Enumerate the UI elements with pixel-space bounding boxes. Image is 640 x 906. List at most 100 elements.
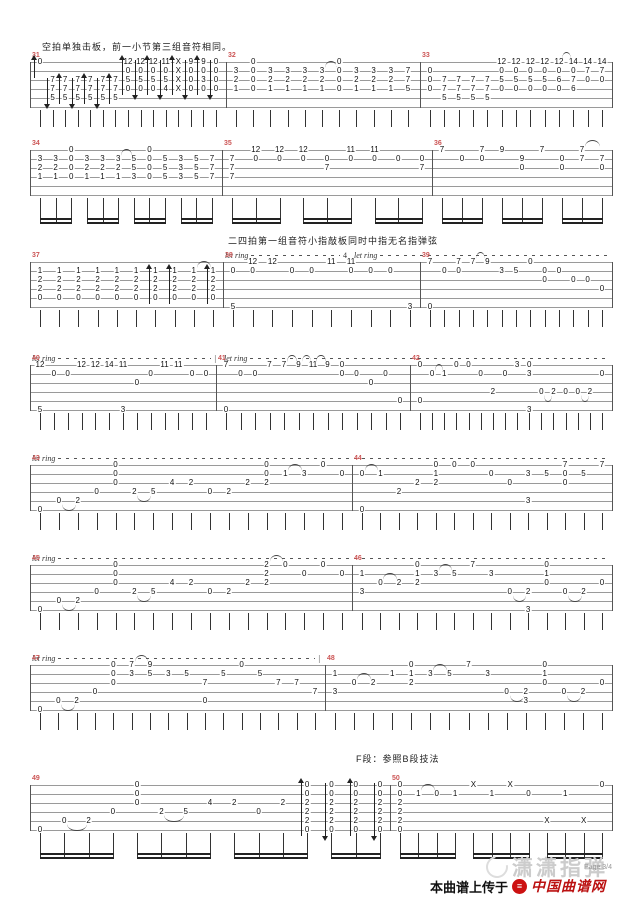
- slur-tie: [438, 564, 453, 571]
- tab-note: 0: [598, 678, 606, 687]
- tab-note: 0: [319, 560, 327, 569]
- note-stem: [390, 110, 392, 127]
- tab-note: 0: [133, 780, 141, 789]
- tab-note: 0: [323, 154, 331, 163]
- tab-note: 5: [469, 93, 477, 102]
- tab-note: 0: [276, 154, 283, 163]
- tab-note: 7: [49, 75, 56, 84]
- tab-note: 0: [335, 75, 343, 84]
- measure-number: 50: [392, 775, 400, 782]
- note-stem: [97, 310, 99, 327]
- note-stem: [303, 198, 305, 222]
- barline: [222, 150, 223, 196]
- tab-note: 0: [55, 596, 63, 605]
- measure-number: 36: [434, 140, 442, 147]
- tab-note: 0: [238, 660, 245, 669]
- barline-end: [612, 150, 613, 196]
- note-stem: [53, 413, 55, 430]
- strum-arrowhead: [81, 73, 88, 78]
- tab-note: 0: [376, 789, 384, 798]
- beam: [40, 853, 114, 855]
- tab-note: 1: [353, 84, 360, 93]
- strum-arrow-down: [68, 78, 75, 109]
- note-stem: [398, 513, 400, 530]
- note-stem: [482, 198, 483, 222]
- tab-note: 0: [187, 75, 195, 84]
- tab-note: 1: [331, 669, 339, 678]
- tab-note: 7: [99, 75, 107, 84]
- staff-line: [30, 665, 612, 666]
- note-stem: [241, 713, 243, 730]
- note-stem: [501, 310, 503, 327]
- tab-note: 2: [352, 807, 359, 816]
- tab-note: 1: [358, 569, 366, 578]
- tab-note: 2: [94, 275, 101, 284]
- tab-note: 7: [561, 460, 569, 469]
- note-stem: [40, 110, 41, 127]
- note-stem: [123, 413, 124, 430]
- tab-note: 0: [376, 780, 384, 789]
- tab-note: 12: [89, 360, 101, 369]
- tab-note: 0: [206, 487, 214, 496]
- note-stem: [260, 713, 261, 730]
- beam: [133, 218, 167, 220]
- note-stem: [356, 413, 358, 430]
- staff-line: [30, 610, 612, 611]
- tab-note: 0: [418, 154, 426, 163]
- tab-note: 2: [113, 275, 121, 284]
- barline: [352, 565, 353, 611]
- note-stem: [380, 513, 382, 530]
- tab-note: 5: [580, 469, 587, 478]
- note-stem: [583, 613, 585, 630]
- note-stem: [400, 833, 401, 857]
- tab-note: 0: [377, 578, 384, 587]
- let-ring-marking: let ring: [224, 353, 610, 363]
- tab-note: 1: [387, 84, 395, 93]
- tab-note: 2: [244, 578, 251, 587]
- note-stem: [565, 413, 567, 430]
- tab-note: 0: [109, 807, 117, 816]
- note-stem: [172, 613, 174, 630]
- tab-note: 0: [506, 587, 513, 596]
- note-stem: [192, 413, 194, 430]
- note-stem: [544, 713, 546, 730]
- tab-note: 1: [190, 266, 197, 275]
- tab-note: 12: [266, 257, 278, 266]
- tab-note: 0: [598, 163, 606, 172]
- slur-tie: [585, 140, 600, 147]
- note-stem: [442, 198, 443, 222]
- tab-note: 2: [263, 578, 270, 587]
- site-logo-icon[interactable]: ≡: [512, 878, 528, 894]
- tab-note: 7: [74, 75, 81, 84]
- tab-note: 5: [193, 163, 200, 172]
- note-stem: [602, 110, 603, 127]
- let-ring-label: let ring: [225, 250, 249, 260]
- tab-note: 0: [249, 57, 257, 66]
- tab-note: 0: [561, 469, 569, 478]
- tab-note: 0: [200, 66, 207, 75]
- tab-note: 0: [558, 154, 566, 163]
- tab-note: 0: [416, 396, 424, 405]
- tab-note: 3: [267, 66, 274, 75]
- note-stem: [155, 310, 157, 327]
- tab-note: 0: [146, 154, 153, 163]
- note-stem: [77, 110, 79, 127]
- note-stem: [64, 833, 66, 857]
- site-link[interactable]: 中国曲谱网: [531, 878, 607, 894]
- strum-arrow-up: [146, 264, 153, 304]
- tab-note: 2: [301, 75, 309, 84]
- slur-tie: [134, 655, 148, 662]
- let-ring-dashes: [58, 557, 607, 559]
- tab-note: 5: [451, 569, 458, 578]
- tab-system: let ring 45 0 0 2 0 0 0 0 2 5 4 2 0 2 2 2 2 2 0 0 0 0 46 1 3 0 2 0 1 2…: [0, 554, 640, 630]
- tab-note: 7: [112, 75, 119, 84]
- strum-arrow-up: [169, 55, 176, 95]
- tab-note: 0: [426, 302, 434, 311]
- note-stem: [203, 110, 205, 127]
- beam: [546, 857, 603, 859]
- note-stem: [258, 833, 260, 857]
- tab-note: 6: [570, 84, 577, 93]
- staff-line: [30, 683, 612, 684]
- tab-note: 0: [335, 57, 343, 66]
- tab-note: 7: [598, 154, 606, 163]
